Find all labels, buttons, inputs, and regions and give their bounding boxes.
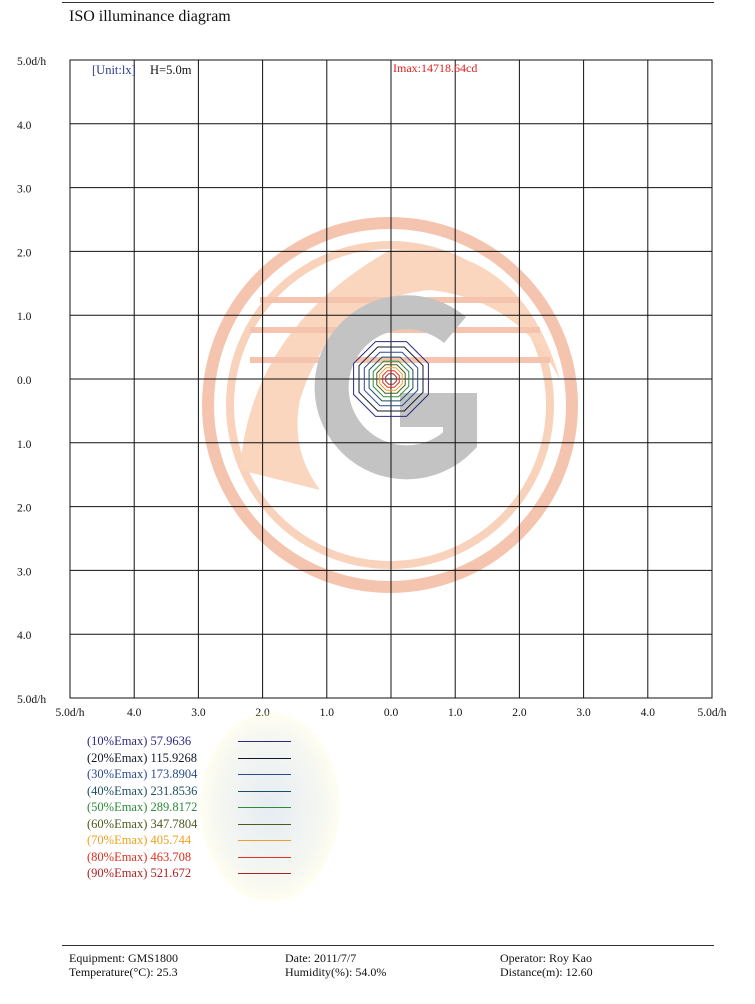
distance-text: Distance(m): 12.60 [500, 964, 593, 979]
y-tick-label: 3.0 [17, 566, 32, 578]
x-tick-label: 5.0d/h [55, 707, 84, 719]
y-tick-label: 1.0 [17, 439, 32, 451]
footer-col-1: Equipment: GMS1800 Temperature(°C): 25.3 [69, 951, 179, 979]
legend-swatch [238, 873, 291, 874]
legend-swatch [238, 774, 291, 775]
contour-line [372, 360, 410, 398]
legend-item: (50%Emax) 289.8172 [87, 799, 327, 816]
y-tick-label: 3.0 [17, 184, 32, 196]
tick-labels: 5.0d/h 4.0 3.0 2.0 1.0 0.0 1.0 2.0 3.0 4.0 5.0d/h 5… [17, 56, 727, 719]
legend-item: (80%Emax) 463.708 [87, 849, 327, 866]
imax-label: Imax:14718.64cd [393, 61, 477, 75]
contour-line [385, 373, 397, 385]
y-tick-label: 2.0 [17, 247, 32, 259]
legend-swatch [238, 856, 291, 858]
legend-swatch [238, 790, 291, 792]
equipment-text: Equipment: GMS1800 [69, 951, 179, 965]
height-label: H=5.0m [150, 63, 192, 77]
date-text: Date: 2011/7/7 [285, 951, 357, 965]
legend-value: 463.708 [150, 849, 192, 864]
contour-line [358, 346, 424, 412]
unit-label: [Unit:lx] [92, 63, 136, 77]
x-tick-label: 0.0 [384, 707, 399, 719]
footer-col-3: Operator: Roy Kao Distance(m): 12.60 [500, 951, 593, 979]
y-tick-label: 5.0d/h [17, 694, 46, 706]
legend-item: (60%Emax) 347.7804 [87, 816, 327, 833]
top-rule [62, 2, 714, 3]
x-tick-label: 4.0 [127, 707, 142, 719]
operator-text: Operator: Roy Kao [500, 951, 592, 965]
legend-level: (50%Emax) [87, 800, 151, 814]
y-tick-label: 2.0 [17, 503, 32, 515]
legend-value: 115.9268 [150, 750, 197, 765]
x-tick-label: 3.0 [576, 707, 591, 719]
legend-level: (70%Emax) [87, 833, 151, 847]
bottom-rule [62, 945, 714, 946]
contour-line [368, 356, 414, 402]
y-tick-label: 1.0 [17, 311, 32, 323]
legend-item: (90%Emax) 521.672 [87, 865, 327, 882]
x-tick-label: 4.0 [641, 707, 656, 719]
legend-swatch [238, 840, 291, 841]
legend-level: (10%Emax) [87, 734, 151, 748]
x-tick-label: 2.0 [255, 707, 270, 719]
temperature-text: Temperature(°C): 25.3 [69, 964, 178, 979]
legend-level: (20%Emax) [87, 750, 151, 765]
y-tick-label: 0.0 [17, 375, 32, 387]
legend-level: (40%Emax) [87, 783, 151, 798]
x-tick-label: 1.0 [320, 707, 335, 719]
legend-swatch [238, 741, 291, 742]
legend-item: (30%Emax) 173.8904 [87, 766, 327, 783]
legend-item: (20%Emax) 115.9268 [87, 750, 327, 767]
y-tick-label: 4.0 [17, 630, 32, 642]
contour-line [353, 341, 429, 417]
contour-line [376, 364, 406, 394]
legend-item: (10%Emax) 57.9636 [87, 733, 327, 750]
page-title: ISO illuminance diagram [69, 8, 231, 25]
legend-level: (60%Emax) [87, 816, 151, 831]
footer-col-2: Date: 2011/7/7 Humidity(%): 54.0% [285, 951, 387, 979]
legend-item: (40%Emax) 231.8536 [87, 783, 327, 800]
contour-line [379, 367, 403, 391]
watermark-logo [202, 217, 578, 593]
y-tick-label: 5.0d/h [17, 56, 46, 68]
legend-value: 289.8172 [150, 800, 198, 814]
contour-line [382, 370, 400, 388]
x-tick-label: 1.0 [448, 707, 463, 719]
legend-swatch [238, 757, 291, 759]
legend-level: (30%Emax) [87, 767, 151, 781]
grid [69, 59, 713, 699]
contour-line [363, 351, 419, 407]
humidity-text: Humidity(%): 54.0% [285, 964, 387, 979]
legend-level: (80%Emax) [87, 849, 151, 864]
iso-chart: 5.0d/h 4.0 3.0 2.0 1.0 0.0 1.0 2.0 3.0 4.0 5.0d/h 5… [17, 56, 727, 719]
legend-swatch [238, 823, 291, 825]
legend-item: (70%Emax) 405.744 [87, 832, 327, 849]
contour-group [353, 341, 429, 417]
legend-level: (90%Emax) [87, 866, 151, 880]
legend: (10%Emax) 57.9636 (20%Emax) 115.9268 (30%E… [87, 733, 327, 882]
x-tick-label: 5.0d/h [697, 707, 726, 719]
legend-value: 231.8536 [150, 783, 198, 798]
legend-swatch [238, 807, 291, 808]
legend-value: 405.744 [150, 833, 192, 847]
legend-value: 521.672 [150, 866, 192, 880]
legend-value: 347.7804 [150, 816, 198, 831]
y-tick-label: 4.0 [17, 120, 32, 132]
x-tick-label: 3.0 [191, 707, 206, 719]
legend-value: 57.9636 [150, 734, 192, 748]
x-tick-label: 2.0 [512, 707, 527, 719]
legend-value: 173.8904 [150, 767, 198, 781]
